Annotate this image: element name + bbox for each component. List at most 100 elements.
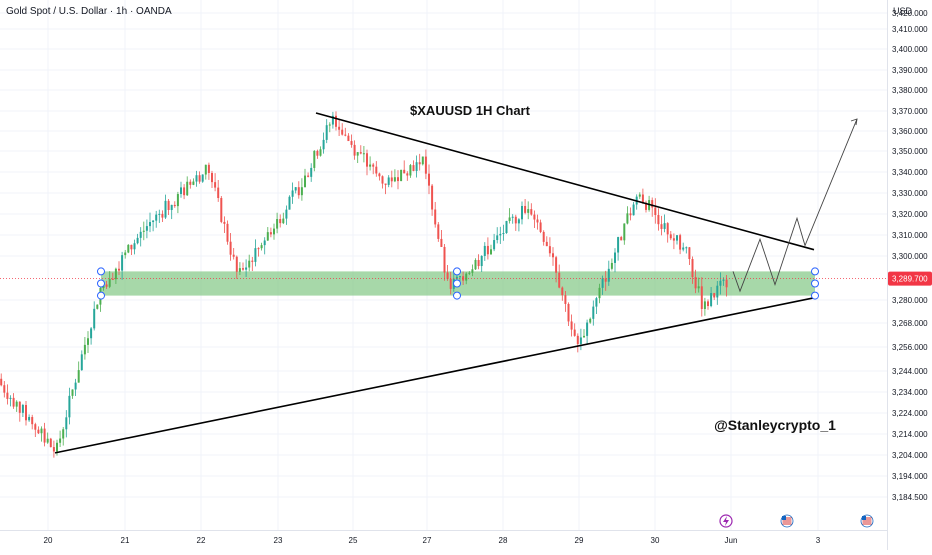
y-tick-label: 3,420.000 xyxy=(892,9,928,18)
candle-body xyxy=(437,224,440,239)
us-flag-canton xyxy=(782,516,786,520)
candle-body xyxy=(530,209,533,215)
candle-body xyxy=(610,262,613,269)
candle-body xyxy=(87,338,89,345)
candle-body xyxy=(300,187,303,196)
candle-body xyxy=(496,235,499,241)
candle-body xyxy=(384,183,387,185)
candle-body xyxy=(149,222,151,227)
candle-body xyxy=(180,187,182,195)
y-tick-label: 3,214.000 xyxy=(892,430,928,439)
candle-body xyxy=(304,175,306,188)
candle-body xyxy=(285,209,288,219)
candle-body xyxy=(335,115,337,127)
y-tick-label: 3,400.000 xyxy=(892,45,928,54)
candle-body xyxy=(56,442,58,452)
zone-handle xyxy=(453,279,461,288)
candle-body xyxy=(6,392,9,399)
projection-path xyxy=(732,118,858,293)
candle-body xyxy=(192,181,195,185)
candle-body xyxy=(297,187,300,196)
candle-body xyxy=(521,205,523,220)
candle-body xyxy=(511,216,514,218)
candle-body xyxy=(691,259,694,278)
candle-body xyxy=(595,298,598,307)
candle-body xyxy=(114,268,117,280)
candle-body xyxy=(490,249,492,255)
lightning-event-icon-glyph xyxy=(723,516,729,526)
y-tick-label: 3,340.000 xyxy=(892,168,928,177)
candle-body xyxy=(310,167,313,177)
candle-body xyxy=(80,354,83,371)
candle-body xyxy=(139,231,142,238)
candle-body xyxy=(313,150,316,168)
candle-body xyxy=(570,321,573,330)
candle-body xyxy=(493,240,496,250)
candle-body xyxy=(378,173,381,177)
candle-body xyxy=(614,252,616,263)
candle-body xyxy=(68,395,71,418)
candle-body xyxy=(90,328,93,339)
x-tick-label: 20 xyxy=(44,536,53,545)
candle-body xyxy=(46,438,49,443)
symbol-title[interactable]: Gold Spot / U.S. Dollar · 1h · OANDA xyxy=(6,6,172,17)
candle-body xyxy=(226,223,229,242)
candle-body xyxy=(654,207,657,215)
candle-body xyxy=(586,322,589,336)
candle-body xyxy=(49,438,52,448)
y-tick-label: 3,310.000 xyxy=(892,231,928,240)
x-tick-label: 25 xyxy=(349,536,358,545)
candle-body xyxy=(421,156,424,165)
y-tick-label: 3,256.000 xyxy=(892,343,928,352)
candle-body xyxy=(514,216,517,224)
last-price-tag xyxy=(888,271,932,286)
candle-body xyxy=(707,301,709,307)
y-tick-label: 3,184.500 xyxy=(892,493,928,502)
zone-handle xyxy=(97,267,105,276)
candle-body xyxy=(607,268,610,282)
y-tick-label: 3,194.000 xyxy=(892,472,928,481)
candle-body xyxy=(372,164,375,167)
candle-body xyxy=(189,181,192,185)
candle-body xyxy=(127,244,130,253)
lower-trendline xyxy=(54,297,815,454)
candle-body xyxy=(251,260,254,262)
y-tick-label: 3,380.000 xyxy=(892,86,928,95)
projection-arrowhead xyxy=(850,118,858,126)
y-tick-label: 3,360.000 xyxy=(892,127,928,136)
zone-handle xyxy=(453,267,461,276)
candle-body xyxy=(617,237,620,253)
y-tick-label: 3,300.000 xyxy=(892,252,928,261)
candle-body xyxy=(158,213,161,215)
candle-body xyxy=(65,417,68,430)
candle-body xyxy=(713,293,716,298)
candle-body xyxy=(164,200,167,218)
x-tick-label: 3 xyxy=(816,536,821,545)
candle-body xyxy=(74,382,77,390)
candle-body xyxy=(254,248,257,262)
x-tick-label: 28 xyxy=(499,536,508,545)
candle-body xyxy=(294,187,297,191)
candle-body xyxy=(83,344,86,355)
x-tick-label: 21 xyxy=(121,536,130,545)
candle-body xyxy=(366,153,368,167)
candle-body xyxy=(710,293,713,307)
candle-body xyxy=(167,200,170,210)
candle-body xyxy=(96,304,99,309)
candle-body xyxy=(446,272,449,279)
candle-body xyxy=(322,139,325,150)
candle-body xyxy=(676,235,678,241)
candle-body xyxy=(260,245,263,249)
candle-body xyxy=(700,286,703,310)
currency-label[interactable]: USD xyxy=(893,6,913,16)
candle-body xyxy=(0,378,3,386)
candle-body xyxy=(390,177,393,182)
candle-body xyxy=(508,217,511,221)
candle-body xyxy=(62,429,65,439)
candle-body xyxy=(325,125,328,140)
candle-body xyxy=(440,238,443,247)
candle-body xyxy=(331,115,334,125)
candle-body xyxy=(201,174,204,182)
y-tick-label: 3,204.000 xyxy=(892,451,928,460)
candle-body xyxy=(59,438,62,443)
